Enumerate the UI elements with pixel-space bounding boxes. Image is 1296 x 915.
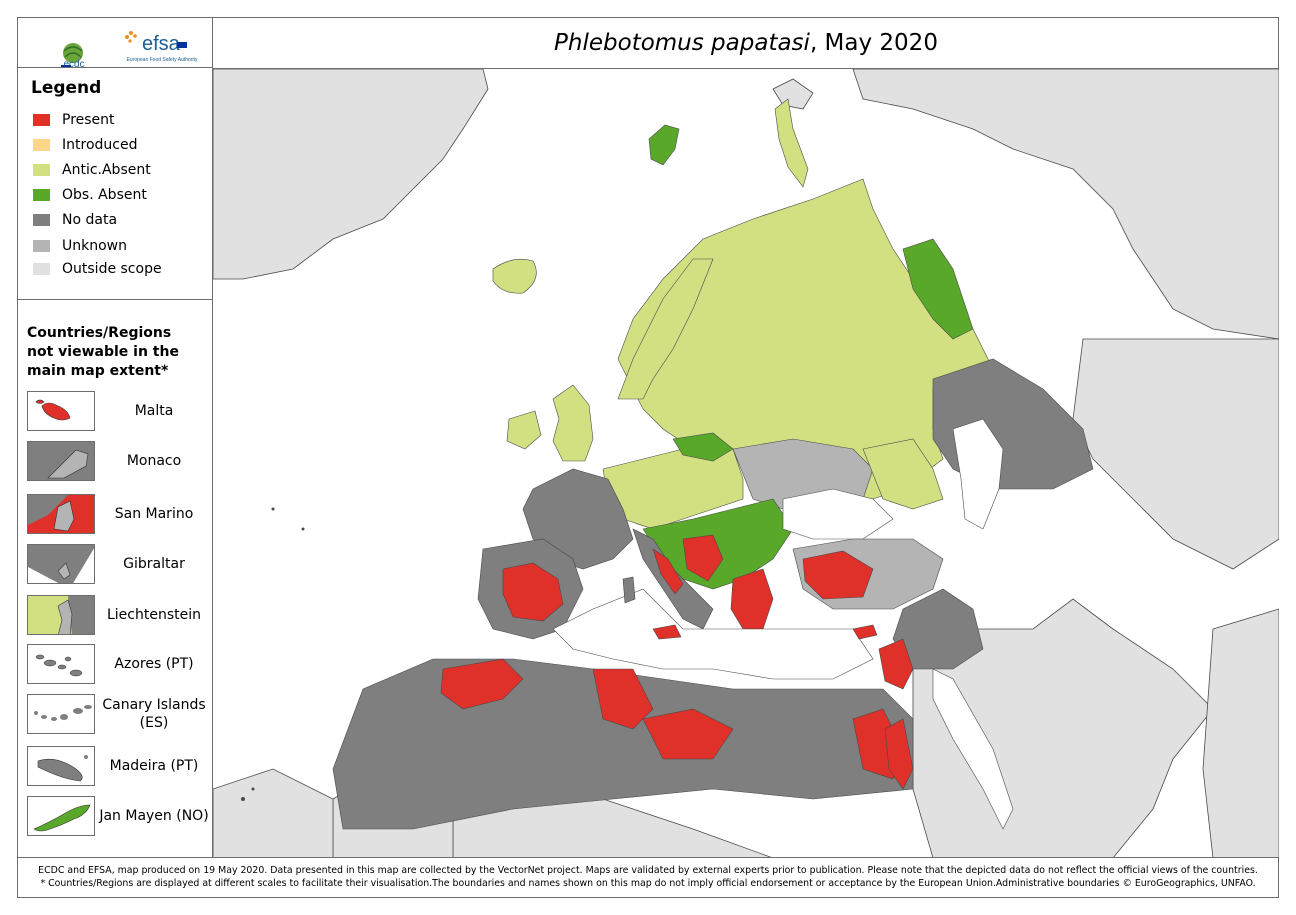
- region-kazakhstan: [932, 358, 1094, 490]
- black-sea: [782, 488, 894, 540]
- region-italy-present: [652, 548, 684, 595]
- region-sardinia: [622, 576, 636, 604]
- inset-monaco: Monaco: [27, 441, 207, 483]
- legend-item-present: Present: [33, 111, 115, 129]
- legend-swatch: [33, 263, 50, 275]
- efsa-subtitle: European Food Safety Authority: [127, 57, 198, 63]
- region-urals-obs-absent: [902, 238, 974, 340]
- island-dot: [251, 787, 255, 791]
- legend-title: Legend: [31, 78, 102, 98]
- legend-swatch: [33, 214, 50, 226]
- title-date: , May 2020: [809, 29, 938, 56]
- island-dot: [241, 797, 245, 801]
- main-map: [213, 68, 1279, 857]
- inset-panel: Countries/Regions not viewable in the ma…: [17, 300, 213, 857]
- inset-map-madeira: [27, 746, 95, 786]
- mediterranean-sea: [552, 588, 874, 680]
- inset-azores: Azores (PT): [27, 644, 207, 686]
- region-greece: [730, 568, 774, 630]
- title-species: Phlebotomus papatasi: [554, 29, 810, 56]
- legend: Legend Present Introduced Antic.Absent O…: [17, 68, 213, 300]
- legend-swatch: [33, 164, 50, 176]
- inset-map-liechtenstein: [27, 595, 95, 635]
- region-poland-obs-absent: [672, 432, 734, 462]
- inset-map-gibraltar: [27, 544, 95, 584]
- region-morocco-present: [440, 658, 524, 710]
- legend-item-outside-scope: Outside scope: [33, 260, 162, 278]
- inset-jan-mayen: Jan Mayen (NO): [27, 796, 209, 838]
- inset-san-marino: San Marino: [27, 494, 207, 536]
- inset-map-jan-mayen: [27, 796, 95, 836]
- legend-swatch: [33, 139, 50, 151]
- legend-item-no-data: No data: [33, 211, 117, 229]
- inset-map-malta: [27, 391, 95, 431]
- efsa-wordmark: efsa: [142, 33, 181, 55]
- inset-canary-islands: Canary Islands (ES): [27, 694, 207, 736]
- region-sinai-present: [884, 718, 914, 790]
- region-libya-present: [642, 708, 734, 760]
- ecdc-wordmark: ecdc: [63, 59, 84, 67]
- legend-swatch: [33, 240, 50, 252]
- footer-line-1: ECDC and EFSA, map produced on 19 May 20…: [38, 865, 1258, 876]
- legend-item-unknown: Unknown: [33, 237, 127, 255]
- inset-madeira: Madeira (PT): [27, 746, 207, 788]
- logos: ecdc efsa European Food Safety Authority: [61, 31, 198, 70]
- region-iceland: [492, 258, 537, 294]
- region-israel-present: [878, 638, 914, 690]
- region-russia-south: [862, 438, 944, 510]
- legend-item-antic-absent: Antic.Absent: [33, 161, 151, 179]
- region-uk: [552, 384, 594, 462]
- inset-title: Countries/Regions not viewable in the ma…: [27, 325, 179, 379]
- legend-swatch: [33, 189, 50, 201]
- inset-malta: Malta: [27, 391, 207, 433]
- region-ireland: [506, 410, 542, 450]
- caspian-sea: [952, 418, 1004, 530]
- inset-gibraltar: Gibraltar: [27, 544, 207, 586]
- region-norway: [617, 258, 714, 400]
- region-svalbard: [648, 124, 680, 166]
- region-balkans-present: [682, 534, 724, 582]
- logo-box: ecdc efsa European Food Safety Authority: [17, 17, 213, 70]
- red-sea: [932, 668, 1014, 830]
- inset-map-canary-islands: [27, 694, 95, 734]
- inset-map-azores: [27, 644, 95, 684]
- footer-notes: ECDC and EFSA, map produced on 19 May 20…: [17, 857, 1279, 898]
- region-sicily: [652, 624, 682, 640]
- inset-map-san-marino: [27, 494, 95, 534]
- footer-line-2: * Countries/Regions are displayed at dif…: [40, 878, 1256, 889]
- map-title: Phlebotomus papatasi, May 2020: [213, 17, 1279, 68]
- legend-item-introduced: Introduced: [33, 136, 137, 154]
- region-cyprus: [852, 624, 878, 640]
- island-dot: [271, 507, 275, 511]
- legend-item-obs-absent: Obs. Absent: [33, 186, 147, 204]
- legend-swatch: [33, 114, 50, 126]
- inset-map-monaco: [27, 441, 95, 481]
- region-novaya-zemlya: [774, 98, 809, 188]
- island-dot: [301, 527, 305, 531]
- region-iberia-present: [502, 562, 564, 622]
- efsa-logo: efsa European Food Safety Authority: [125, 31, 198, 63]
- inset-liechtenstein: Liechtenstein: [27, 595, 207, 637]
- region-turkey-present: [802, 550, 874, 600]
- ecdc-logo: ecdc: [61, 43, 85, 70]
- map-svg: [213, 69, 1279, 857]
